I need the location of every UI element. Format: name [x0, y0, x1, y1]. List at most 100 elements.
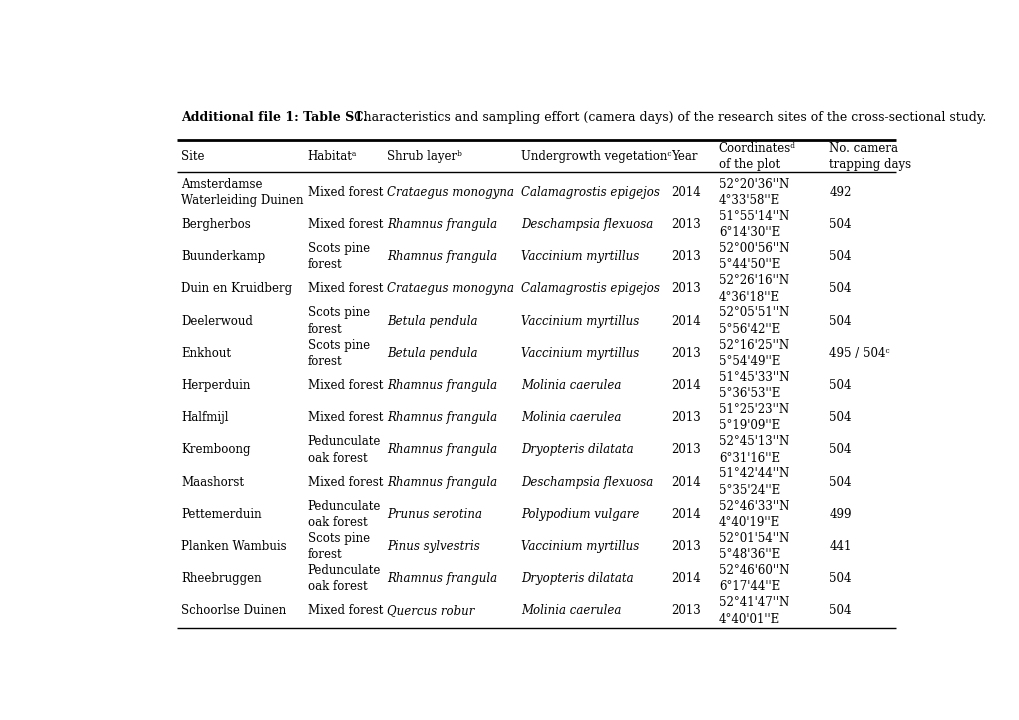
Text: Characteristics and sampling effort (camera days) of the research sites of the c: Characteristics and sampling effort (cam… — [351, 112, 985, 125]
Text: Amsterdamse
Waterleiding Duinen: Amsterdamse Waterleiding Duinen — [181, 178, 304, 207]
Text: Polypodium vulgare: Polypodium vulgare — [521, 508, 639, 521]
Text: 504: 504 — [828, 411, 851, 424]
Text: Scots pine
forest: Scots pine forest — [308, 338, 370, 368]
Text: 504: 504 — [828, 250, 851, 264]
Text: Year: Year — [671, 150, 697, 163]
Text: Deelerwoud: Deelerwoud — [181, 315, 253, 328]
Text: 2013: 2013 — [671, 282, 700, 295]
Text: Bergherbos: Bergherbos — [181, 218, 251, 231]
Text: 504: 504 — [828, 444, 851, 456]
Text: 495 / 504ᶜ: 495 / 504ᶜ — [828, 347, 890, 360]
Text: Crataegus monogyna: Crataegus monogyna — [386, 186, 514, 199]
Text: Betula pendula: Betula pendula — [386, 315, 477, 328]
Text: Coordinatesᵈ
of the plot: Coordinatesᵈ of the plot — [718, 142, 795, 171]
Text: Mixed forest: Mixed forest — [308, 604, 383, 617]
Text: 441: 441 — [828, 540, 851, 553]
Text: 52°46'60''N
6°17'44''E: 52°46'60''N 6°17'44''E — [718, 564, 789, 593]
Text: Site: Site — [181, 150, 205, 163]
Text: Mixed forest: Mixed forest — [308, 186, 383, 199]
Text: Molinia caerulea: Molinia caerulea — [521, 604, 621, 617]
Text: Deschampsia flexuosa: Deschampsia flexuosa — [521, 476, 653, 489]
Text: Scots pine
forest: Scots pine forest — [308, 242, 370, 271]
Text: Vaccinium myrtillus: Vaccinium myrtillus — [521, 315, 639, 328]
Text: Kremboong: Kremboong — [181, 444, 251, 456]
Text: Habitatᵃ: Habitatᵃ — [308, 150, 357, 163]
Text: Additional file 1: Table S1.: Additional file 1: Table S1. — [181, 112, 367, 125]
Text: Duin en Kruidberg: Duin en Kruidberg — [181, 282, 292, 295]
Text: Pinus sylvestris: Pinus sylvestris — [386, 540, 479, 553]
Text: 2013: 2013 — [671, 540, 700, 553]
Text: 2013: 2013 — [671, 444, 700, 456]
Text: 52°45'13''N
6°31'16''E: 52°45'13''N 6°31'16''E — [718, 435, 789, 464]
Text: 52°20'36''N
4°33'58''E: 52°20'36''N 4°33'58''E — [718, 178, 789, 207]
Text: 51°25'23''N
5°19'09''E: 51°25'23''N 5°19'09''E — [718, 403, 788, 433]
Text: Enkhout: Enkhout — [181, 347, 231, 360]
Text: Calamagrostis epigejos: Calamagrostis epigejos — [521, 186, 659, 199]
Text: Crataegus monogyna: Crataegus monogyna — [386, 282, 514, 295]
Text: Quercus robur: Quercus robur — [386, 604, 474, 617]
Text: Halfmijl: Halfmijl — [181, 411, 228, 424]
Text: Scots pine
forest: Scots pine forest — [308, 531, 370, 561]
Text: Vaccinium myrtillus: Vaccinium myrtillus — [521, 250, 639, 264]
Text: Rheebruggen: Rheebruggen — [181, 572, 262, 585]
Text: Mixed forest: Mixed forest — [308, 218, 383, 231]
Text: Buunderkamp: Buunderkamp — [181, 250, 265, 264]
Text: Pettemerduin: Pettemerduin — [181, 508, 262, 521]
Text: Mixed forest: Mixed forest — [308, 411, 383, 424]
Text: 2014: 2014 — [671, 508, 700, 521]
Text: Dryopteris dilatata: Dryopteris dilatata — [521, 444, 633, 456]
Text: 2013: 2013 — [671, 250, 700, 264]
Text: 504: 504 — [828, 379, 851, 392]
Text: 52°41'47''N
4°40'01''E: 52°41'47''N 4°40'01''E — [718, 596, 789, 626]
Text: 2013: 2013 — [671, 411, 700, 424]
Text: 492: 492 — [828, 186, 851, 199]
Text: 504: 504 — [828, 282, 851, 295]
Text: Scots pine
forest: Scots pine forest — [308, 306, 370, 336]
Text: 51°42'44''N
5°35'24''E: 51°42'44''N 5°35'24''E — [718, 467, 789, 497]
Text: Vaccinium myrtillus: Vaccinium myrtillus — [521, 347, 639, 360]
Text: 52°16'25''N
5°54'49''E: 52°16'25''N 5°54'49''E — [718, 338, 788, 368]
Text: Rhamnus frangula: Rhamnus frangula — [386, 411, 496, 424]
Text: Dryopteris dilatata: Dryopteris dilatata — [521, 572, 633, 585]
Text: 2014: 2014 — [671, 476, 700, 489]
Text: Vaccinium myrtillus: Vaccinium myrtillus — [521, 540, 639, 553]
Text: 504: 504 — [828, 315, 851, 328]
Text: No. camera
trapping days: No. camera trapping days — [828, 142, 911, 171]
Text: Maashorst: Maashorst — [181, 476, 244, 489]
Text: Calamagrostis epigejos: Calamagrostis epigejos — [521, 282, 659, 295]
Text: Rhamnus frangula: Rhamnus frangula — [386, 476, 496, 489]
Text: Schoorlse Duinen: Schoorlse Duinen — [181, 604, 286, 617]
Text: Shrub layerᵇ: Shrub layerᵇ — [386, 150, 462, 163]
Text: Pedunculate
oak forest: Pedunculate oak forest — [308, 435, 381, 464]
Text: Rhamnus frangula: Rhamnus frangula — [386, 444, 496, 456]
Text: 52°26'16''N
4°36'18''E: 52°26'16''N 4°36'18''E — [718, 274, 788, 304]
Text: Molinia caerulea: Molinia caerulea — [521, 411, 621, 424]
Text: Planken Wambuis: Planken Wambuis — [181, 540, 286, 553]
Text: 52°05'51''N
5°56'42''E: 52°05'51''N 5°56'42''E — [718, 306, 789, 336]
Text: 2014: 2014 — [671, 186, 700, 199]
Text: Mixed forest: Mixed forest — [308, 282, 383, 295]
Text: Undergrowth vegetationᶜ: Undergrowth vegetationᶜ — [521, 150, 671, 163]
Text: Pedunculate
oak forest: Pedunculate oak forest — [308, 564, 381, 593]
Text: Pedunculate
oak forest: Pedunculate oak forest — [308, 500, 381, 529]
Text: 52°46'33''N
4°40'19''E: 52°46'33''N 4°40'19''E — [718, 500, 789, 529]
Text: 51°55'14''N
6°14'30''E: 51°55'14''N 6°14'30''E — [718, 210, 789, 239]
Text: Mixed forest: Mixed forest — [308, 476, 383, 489]
Text: 504: 504 — [828, 572, 851, 585]
Text: 2013: 2013 — [671, 218, 700, 231]
Text: 52°00'56''N
5°44'50''E: 52°00'56''N 5°44'50''E — [718, 242, 789, 271]
Text: Deschampsia flexuosa: Deschampsia flexuosa — [521, 218, 653, 231]
Text: 52°01'54''N
5°48'36''E: 52°01'54''N 5°48'36''E — [718, 531, 789, 561]
Text: Molinia caerulea: Molinia caerulea — [521, 379, 621, 392]
Text: 51°45'33''N
5°36'53''E: 51°45'33''N 5°36'53''E — [718, 371, 789, 400]
Text: 2014: 2014 — [671, 572, 700, 585]
Text: 2014: 2014 — [671, 315, 700, 328]
Text: Rhamnus frangula: Rhamnus frangula — [386, 218, 496, 231]
Text: 2014: 2014 — [671, 379, 700, 392]
Text: 504: 504 — [828, 218, 851, 231]
Text: 2013: 2013 — [671, 347, 700, 360]
Text: Rhamnus frangula: Rhamnus frangula — [386, 379, 496, 392]
Text: 504: 504 — [828, 476, 851, 489]
Text: Mixed forest: Mixed forest — [308, 379, 383, 392]
Text: 504: 504 — [828, 604, 851, 617]
